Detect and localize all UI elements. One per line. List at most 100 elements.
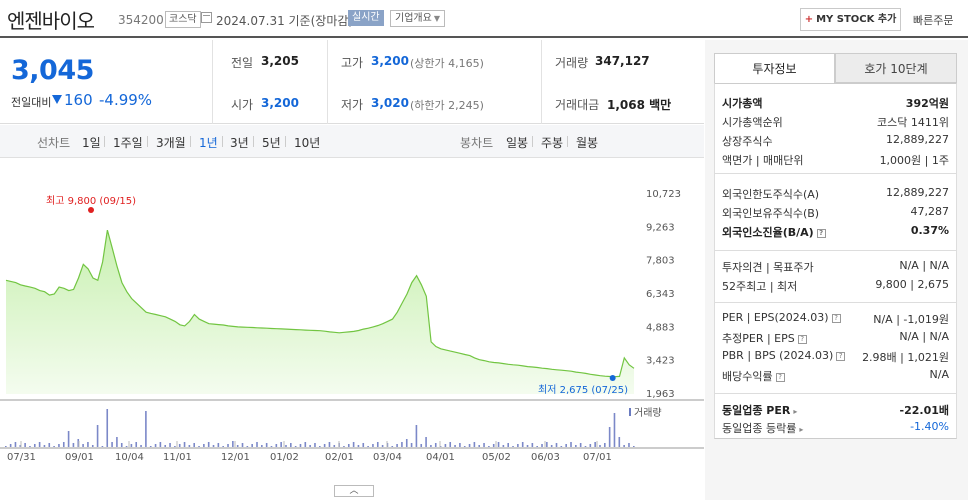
period-3y[interactable]: 3년 — [230, 136, 249, 150]
volume-bar — [285, 445, 287, 447]
volume-bar — [459, 443, 461, 447]
price-chart[interactable]: 10,723 9,263 7,803 6,343 4,883 3,423 1,963 최고 … — [0, 158, 704, 485]
volume-bar — [546, 442, 548, 447]
add-mystock-button[interactable]: + MY STOCK 추가 — [800, 8, 901, 31]
realtime-badge[interactable]: 실시간 — [348, 10, 384, 26]
divider — [285, 136, 286, 147]
foreign-limit-label: 외국인한도주식수(A) — [722, 188, 820, 201]
tab-invest-info[interactable]: 투자정보 — [714, 53, 835, 83]
foreign-hold-value: 47,287 — [910, 205, 950, 218]
help-icon[interactable]: ? — [816, 229, 826, 238]
high-marker — [88, 207, 94, 213]
est-per-label: 추정PER | EPS — [722, 332, 795, 345]
industry-per-value: -22.01배 — [899, 404, 949, 417]
chart-expand-button[interactable]: ︿ — [334, 485, 374, 497]
volume-bar — [623, 445, 625, 447]
volume-bar — [599, 445, 601, 447]
period-10y[interactable]: 10년 — [294, 136, 321, 150]
divider — [327, 40, 328, 124]
volume-bar — [323, 444, 326, 447]
volume-bar — [633, 446, 635, 447]
help-icon[interactable]: ? — [775, 373, 785, 382]
period-selector: 선차트 1일 1주일 3개월 1년 3년 5년 10년 봉차트 일봉 주봉 월봉 — [0, 125, 704, 158]
divider — [532, 136, 533, 147]
per-eps-value: N/A | -1,019원 — [873, 313, 949, 326]
period-1w[interactable]: 1주일 — [113, 136, 143, 150]
amount-label: 거래대금 — [555, 98, 600, 112]
volume-bar — [362, 443, 365, 447]
help-icon[interactable]: ? — [831, 314, 841, 323]
x-tick-label: 06/03 — [531, 452, 560, 463]
cap-rank-value: 코스닥 1411위 — [877, 116, 949, 129]
volume-bar — [207, 442, 210, 447]
volume-bar — [449, 442, 452, 447]
prev-close-value: 3,205 — [261, 54, 299, 68]
help-icon[interactable]: ? — [797, 335, 807, 344]
volume-bar — [328, 442, 331, 447]
volume-bar — [555, 443, 558, 447]
volume-bar — [396, 444, 398, 447]
stock-code: 354200 — [118, 13, 164, 27]
x-tick-label: 04/01 — [426, 452, 455, 463]
company-info-dropdown[interactable]: 기업개요 ▼ — [390, 10, 445, 27]
period-5y[interactable]: 5년 — [262, 136, 281, 150]
foreign-hold-label: 외국인보유주식수(B) — [722, 207, 820, 220]
volume-bar — [304, 442, 307, 447]
amount-value: 1,068 백만 — [607, 98, 672, 112]
volume-label: 거래량 — [555, 56, 589, 70]
divider — [190, 136, 191, 147]
week52-value: 9,800 | 2,675 — [875, 278, 949, 291]
opinion-section: 투자의견 | 목표주가 N/A | N/A 52주최고 | 최저 9,800 |… — [714, 250, 957, 302]
opinion-label: 투자의견 | 목표주가 — [722, 261, 814, 274]
tab-hoga-10[interactable]: 호가 10단계 — [835, 53, 957, 83]
volume-bar — [507, 443, 509, 447]
candle-weekly[interactable]: 주봉 — [541, 136, 564, 150]
volume-bar — [521, 442, 524, 447]
volume-bar — [198, 446, 200, 447]
price-series-line — [5, 229, 635, 378]
volume-bar — [29, 446, 31, 447]
market-badge: 코스닥 — [165, 11, 201, 28]
y-tick-label: 3,423 — [646, 356, 675, 367]
volume-bar — [130, 444, 133, 447]
volume-bar — [502, 445, 505, 447]
volume-bar — [497, 442, 500, 447]
volume-bar — [101, 446, 104, 447]
fast-order-link[interactable]: 빠른주문 — [913, 14, 954, 27]
volume-bar — [589, 444, 592, 447]
volume-bar — [145, 411, 147, 447]
stock-name[interactable]: 엔젠바이오 — [7, 9, 95, 33]
candle-monthly[interactable]: 월봉 — [576, 136, 599, 150]
volume-bar — [183, 442, 186, 447]
volume-bar — [347, 444, 350, 447]
industry-change-row[interactable]: 동일업종 등락률 ▸ — [722, 420, 803, 436]
x-tick-label: 02/01 — [325, 452, 354, 463]
volume-bar — [77, 439, 80, 447]
per-eps-row: PER | EPS(2024.03)? — [722, 311, 841, 324]
help-icon[interactable]: ? — [836, 352, 846, 361]
candle-daily[interactable]: 일봉 — [506, 136, 529, 150]
open-label: 시가 — [231, 98, 254, 112]
volume-bar — [48, 443, 51, 447]
volume-bar — [72, 443, 75, 447]
listed-shares-value: 12,889,227 — [886, 133, 949, 146]
dividend-value: N/A — [929, 368, 949, 381]
opinion-value: N/A | N/A — [899, 259, 949, 272]
period-1y[interactable]: 1년 — [199, 136, 218, 150]
par-unit-value: 1,000원 | 1주 — [879, 154, 949, 167]
period-3m[interactable]: 3개월 — [156, 136, 186, 150]
volume-bar — [294, 446, 297, 447]
valuation-section: PER | EPS(2024.03)? N/A | -1,019원 추정PER … — [714, 302, 957, 393]
volume-bar — [256, 442, 258, 447]
volume-bar — [468, 444, 471, 447]
period-1d[interactable]: 1일 — [82, 136, 101, 150]
listed-shares-label: 상장주식수 — [722, 135, 773, 148]
volume-bar — [550, 445, 553, 447]
industry-per-row[interactable]: 동일업종 PER ▸ — [722, 402, 797, 418]
volume-bar — [579, 443, 582, 447]
volume-bar — [604, 443, 606, 447]
x-tick-label: 09/01 — [65, 452, 94, 463]
volume-bar — [372, 444, 374, 447]
x-tick-label: 05/02 — [482, 452, 511, 463]
x-tick-label: 07/01 — [583, 452, 612, 463]
